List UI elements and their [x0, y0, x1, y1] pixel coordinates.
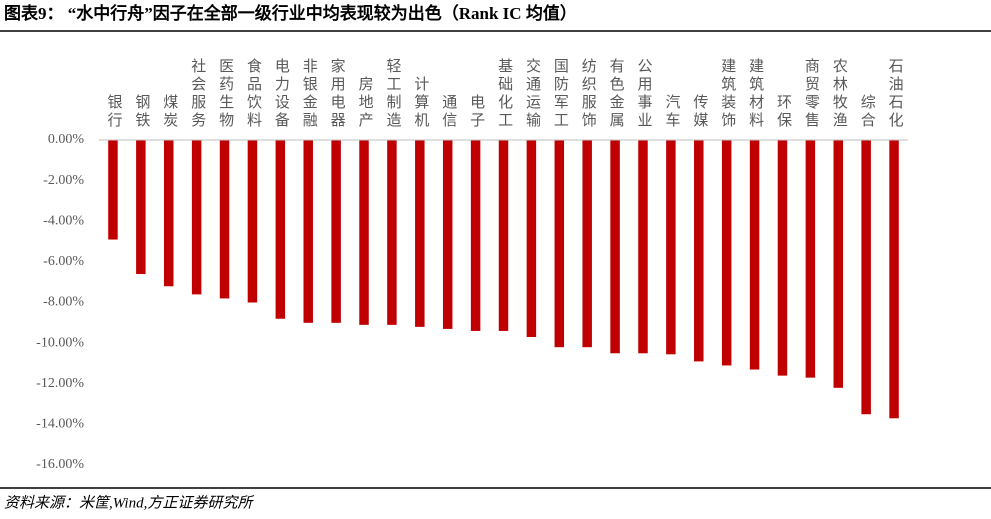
chart-title: 图表9： “水中行舟”因子在全部一级行业中均表现较为出色（Rank IC 均值）: [4, 3, 577, 23]
x-tick-label: 银行: [106, 94, 123, 130]
bar: [387, 140, 397, 325]
bar: [805, 140, 816, 378]
bar: [777, 140, 788, 376]
bar: [442, 140, 453, 329]
y-tick-label: -12.00%: [36, 376, 84, 391]
bar: [889, 140, 899, 419]
bar: [247, 140, 258, 303]
bar: [331, 140, 341, 323]
x-tick-label: 电子: [468, 94, 485, 130]
x-tick-label: 建筑装饰: [719, 58, 736, 130]
bar: [610, 140, 620, 354]
x-tick-label: 医药生物: [217, 58, 234, 130]
y-tick-label: -10.00%: [36, 335, 84, 350]
y-tick-label: -8.00%: [43, 295, 84, 310]
bar: [470, 140, 481, 331]
x-tick-label: 纺织服饰: [580, 58, 597, 130]
bar: [721, 140, 732, 366]
bar: [749, 140, 760, 370]
bar: [554, 140, 565, 348]
bar: [219, 140, 230, 299]
x-tick-label: 综合: [859, 94, 876, 130]
x-tick-label: 石油石化: [887, 58, 904, 130]
x-tick-label: 家用电器: [329, 58, 346, 130]
x-tick-label: 钢铁: [133, 94, 150, 130]
bar: [638, 140, 648, 354]
x-tick-label: 建筑材料: [747, 58, 764, 130]
bar: [359, 140, 369, 325]
x-tick-label: 商贸零售: [803, 58, 820, 130]
bar: [526, 140, 537, 338]
y-tick-label: 0.00%: [48, 132, 85, 147]
bar: [275, 140, 286, 319]
x-tick-label: 环保: [775, 94, 792, 130]
x-tick-label: 煤炭: [161, 94, 178, 130]
x-tick-label: 通信: [440, 94, 457, 130]
x-tick-label: 房地产: [357, 76, 374, 130]
bar: [582, 140, 592, 348]
x-tick-label: 汽车: [663, 94, 680, 130]
bar: [191, 140, 202, 295]
bar: [415, 140, 425, 327]
x-tick-label: 食品饮料: [245, 58, 262, 130]
bar: [108, 140, 118, 240]
bar: [163, 140, 174, 287]
x-tick-label: 基础化工: [496, 58, 513, 130]
bar: [136, 140, 146, 275]
x-tick-label: 电力设备: [273, 58, 290, 130]
bar: [666, 140, 676, 355]
y-tick-label: -16.00%: [36, 457, 84, 472]
x-tick-label: 计算机: [412, 76, 429, 130]
bar: [498, 140, 509, 331]
y-tick-label: -14.00%: [36, 417, 84, 432]
x-tick-label: 社会服务: [189, 58, 206, 130]
y-tick-label: -6.00%: [43, 254, 84, 269]
bar: [694, 140, 704, 362]
x-tick-label: 国防军工: [552, 58, 569, 130]
bar: [303, 140, 313, 323]
y-tick-label: -4.00%: [43, 213, 84, 228]
x-tick-label: 公用事业: [636, 58, 653, 130]
y-tick-label: -2.00%: [43, 173, 84, 188]
x-tick-label: 轻工制造: [384, 58, 401, 130]
x-tick-label: 有色金属: [608, 58, 625, 130]
x-tick-label: 农林牧渔: [831, 58, 848, 130]
x-tick-label: 传媒: [691, 94, 708, 130]
source: 资料来源：米筐,Wind,方正证券研究所: [4, 494, 254, 511]
bar: [833, 140, 844, 388]
x-tick-label: 非银金融: [301, 58, 318, 130]
x-tick-label: 交通运输: [524, 57, 541, 130]
bar: [861, 140, 871, 415]
